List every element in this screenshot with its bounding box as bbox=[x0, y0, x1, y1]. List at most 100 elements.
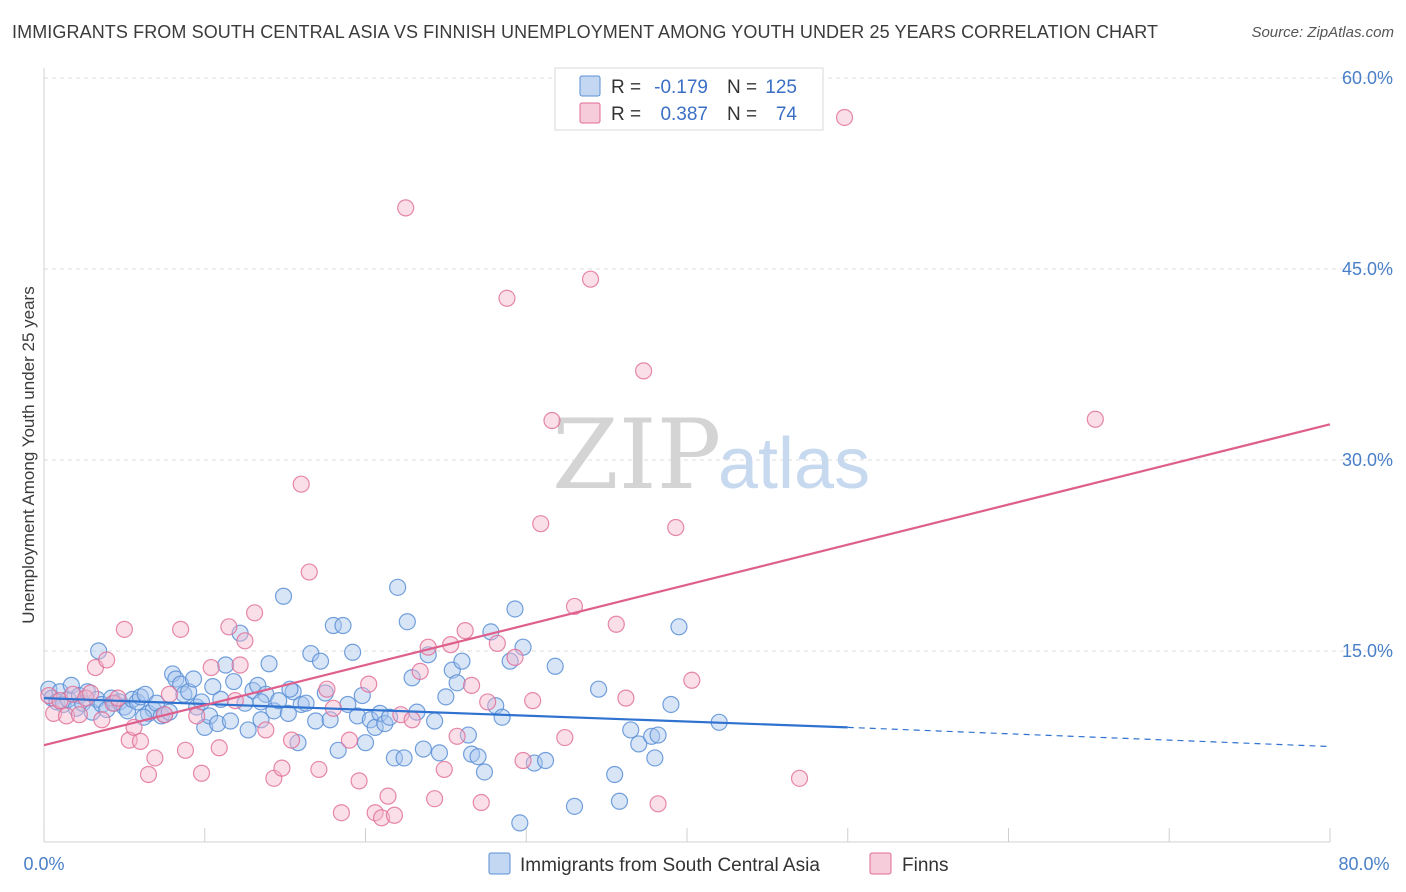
data-point-finns bbox=[332, 804, 350, 822]
legend-n-label-1: N = bbox=[727, 77, 757, 98]
data-point-immigrants bbox=[239, 721, 257, 739]
x-tick-label-max: 80.0% bbox=[1338, 854, 1389, 874]
data-point-immigrants bbox=[630, 735, 648, 753]
legend-r-label-1: R = bbox=[611, 77, 641, 98]
data-point-finns bbox=[273, 759, 291, 777]
watermark-atlas: atlas bbox=[718, 424, 870, 504]
data-point-finns bbox=[340, 731, 359, 749]
data-point-immigrants bbox=[344, 643, 362, 661]
data-point-finns bbox=[139, 765, 158, 784]
data-point-finns bbox=[1086, 410, 1104, 428]
data-point-finns bbox=[40, 686, 58, 705]
data-point-finns bbox=[617, 689, 635, 707]
data-point-immigrants bbox=[225, 672, 243, 691]
watermark: ZIP atlas bbox=[552, 399, 870, 511]
data-point-finns bbox=[202, 658, 220, 677]
data-point-immigrants bbox=[469, 748, 487, 766]
data-point-finns bbox=[57, 707, 76, 725]
legend-r-value-1: -0.179 bbox=[654, 77, 708, 98]
data-point-immigrants bbox=[252, 711, 270, 729]
data-point-immigrants bbox=[356, 734, 375, 752]
data-point-immigrants bbox=[622, 721, 640, 739]
data-point-finns bbox=[220, 618, 238, 636]
data-point-immigrants bbox=[395, 749, 413, 767]
data-point-finns bbox=[524, 692, 542, 710]
data-point-immigrants bbox=[329, 741, 347, 759]
data-point-finns bbox=[236, 632, 254, 650]
legend-n-label-2: N = bbox=[727, 104, 757, 125]
data-point-finns bbox=[403, 711, 421, 729]
data-point-immigrants bbox=[252, 693, 270, 711]
trend-line-immigrants-extension bbox=[847, 726, 1331, 748]
data-point-finns bbox=[160, 685, 178, 703]
data-point-immigrants bbox=[209, 714, 227, 733]
data-point-immigrants bbox=[475, 763, 494, 781]
data-point-finns bbox=[172, 620, 190, 638]
series-immigrants-points bbox=[40, 578, 728, 832]
y-tick-label: 45.0% bbox=[1342, 259, 1393, 279]
data-point-finns bbox=[292, 475, 310, 493]
bottom-legend-swatch-immigrants bbox=[488, 852, 511, 875]
data-point-finns bbox=[385, 806, 404, 824]
x-tick-marks bbox=[43, 828, 1331, 842]
legend-n-value-2: 74 bbox=[776, 104, 798, 125]
legend-r-value-2: 0.387 bbox=[660, 104, 708, 125]
data-point-finns bbox=[532, 515, 550, 533]
trend-line-immigrants bbox=[43, 697, 848, 729]
data-point-immigrants bbox=[167, 670, 185, 688]
data-point-immigrants bbox=[453, 652, 471, 670]
data-point-finns bbox=[498, 289, 516, 307]
data-point-immigrants bbox=[589, 680, 608, 698]
data-point-finns bbox=[104, 694, 122, 712]
data-point-immigrants bbox=[546, 657, 564, 675]
data-point-finns bbox=[93, 711, 111, 729]
data-point-finns bbox=[634, 362, 653, 380]
legend-r-label-2: R = bbox=[611, 104, 641, 125]
data-point-immigrants bbox=[506, 600, 524, 618]
data-point-immigrants bbox=[270, 692, 288, 710]
data-point-finns bbox=[379, 787, 397, 805]
y-tick-labels: 15.0% 30.0% 45.0% 60.0% bbox=[1342, 68, 1393, 661]
data-point-finns bbox=[115, 620, 133, 638]
data-point-immigrants bbox=[385, 749, 404, 767]
data-point-finns bbox=[70, 706, 88, 724]
y-tick-label: 30.0% bbox=[1342, 450, 1393, 470]
data-point-immigrants bbox=[649, 726, 667, 744]
data-point-finns bbox=[456, 622, 474, 640]
data-point-finns bbox=[282, 731, 301, 749]
data-point-immigrants bbox=[260, 655, 278, 673]
data-point-immigrants bbox=[430, 744, 449, 762]
data-point-immigrants bbox=[525, 754, 543, 772]
data-point-immigrants bbox=[389, 578, 407, 596]
data-point-finns bbox=[318, 680, 336, 698]
data-point-immigrants bbox=[643, 727, 661, 745]
data-point-finns bbox=[479, 693, 497, 711]
data-point-finns bbox=[98, 651, 116, 669]
data-point-finns bbox=[77, 689, 95, 707]
data-point-immigrants bbox=[493, 708, 511, 726]
data-point-finns bbox=[649, 795, 667, 813]
data-point-finns bbox=[310, 760, 328, 779]
data-point-immigrants bbox=[606, 765, 624, 784]
y-tick-label: 60.0% bbox=[1342, 68, 1393, 88]
data-point-immigrants bbox=[307, 712, 325, 730]
data-point-finns bbox=[683, 671, 701, 689]
data-point-immigrants bbox=[610, 792, 629, 810]
data-point-finns bbox=[435, 760, 453, 779]
data-point-immigrants bbox=[311, 652, 330, 670]
data-point-finns bbox=[448, 727, 466, 745]
data-point-immigrants bbox=[324, 616, 342, 635]
data-point-finns bbox=[131, 732, 150, 751]
data-point-immigrants bbox=[662, 695, 680, 714]
data-point-finns bbox=[506, 648, 524, 666]
source-credit: Source: ZipAtlas.com bbox=[1251, 24, 1394, 41]
data-point-finns bbox=[257, 721, 275, 739]
data-point-finns bbox=[210, 739, 228, 757]
data-point-immigrants bbox=[381, 708, 399, 726]
legend-swatch-pink bbox=[579, 102, 601, 124]
data-point-immigrants bbox=[646, 749, 664, 767]
data-point-immigrants bbox=[437, 688, 455, 706]
bottom-legend-label-finns: Finns bbox=[902, 855, 948, 876]
data-point-immigrants bbox=[180, 683, 198, 701]
data-point-finns bbox=[176, 741, 195, 759]
